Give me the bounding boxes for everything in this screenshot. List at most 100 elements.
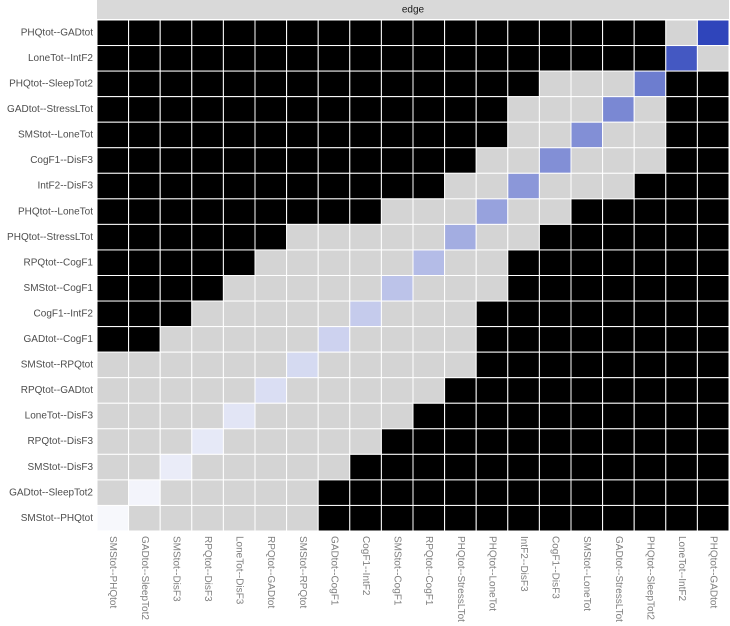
cell: [380, 402, 414, 430]
cell: [128, 275, 161, 302]
cell: [222, 19, 256, 47]
cell: [570, 45, 604, 72]
cell: [444, 198, 477, 225]
cell: [380, 377, 414, 404]
row-label: LoneTot--IntF2: [28, 53, 93, 64]
cell: [475, 223, 509, 251]
cell: [602, 249, 635, 276]
cell: [128, 96, 161, 123]
cell: [475, 300, 509, 328]
cell: [317, 70, 351, 98]
cell: [538, 172, 572, 200]
cell: [475, 453, 509, 481]
cell: [665, 453, 698, 481]
cell: [633, 223, 667, 251]
cell: [222, 275, 256, 302]
cell: [96, 70, 130, 98]
cell: [128, 19, 161, 47]
cell: [317, 402, 351, 430]
strip-label: edge: [402, 5, 425, 16]
cell: [96, 428, 130, 455]
cell: [507, 377, 540, 404]
cell: [96, 402, 130, 430]
cell: [286, 223, 319, 251]
diagonal-cell: [128, 479, 161, 506]
cell: [380, 172, 414, 200]
diagonal-cell: [507, 172, 540, 200]
cell: [222, 351, 256, 379]
cell: [665, 147, 698, 174]
cell: [128, 121, 161, 149]
cell: [507, 504, 540, 532]
cell: [665, 223, 698, 251]
cell: [412, 96, 446, 123]
cell: [696, 121, 730, 149]
row-label: LoneTot--DisF3: [25, 411, 94, 422]
cell: [633, 351, 667, 379]
cell: [222, 300, 256, 328]
cell: [696, 377, 730, 404]
cell: [286, 249, 319, 276]
cell: [96, 172, 130, 200]
cell: [286, 479, 319, 506]
cell: [475, 70, 509, 98]
cell: [159, 96, 193, 123]
cell: [222, 479, 256, 506]
column-label: GADtot--SleepTot2: [139, 536, 150, 620]
cell: [633, 275, 667, 302]
cell: [633, 300, 667, 328]
cell: [602, 172, 635, 200]
diagonal-cell: [380, 275, 414, 302]
cell: [602, 479, 635, 506]
cell: [159, 402, 193, 430]
cell: [317, 479, 351, 506]
cell: [317, 45, 351, 72]
cell: [254, 223, 288, 251]
cell: [349, 326, 382, 353]
cell: [128, 453, 161, 481]
cell: [380, 300, 414, 328]
column-label: GADtot--StressLTot: [613, 536, 624, 622]
cell: [96, 300, 130, 328]
cell: [602, 504, 635, 532]
cell: [191, 326, 224, 353]
cell: [96, 96, 130, 123]
cell: [507, 121, 540, 149]
cell: [222, 96, 256, 123]
cell: [602, 70, 635, 98]
column-label: IntF2--DisF3: [518, 536, 529, 592]
cell: [317, 377, 351, 404]
cell: [665, 249, 698, 276]
cell: [633, 402, 667, 430]
cell: [412, 198, 446, 225]
cell: [475, 377, 509, 404]
cell: [286, 453, 319, 481]
cell: [317, 198, 351, 225]
cell: [159, 70, 193, 98]
row-label: SMStot--RPQtot: [21, 360, 93, 371]
cell: [222, 147, 256, 174]
cell: [286, 198, 319, 225]
row-label: SMStot--PHQtot: [21, 513, 93, 524]
cell: [570, 96, 604, 123]
diagonal-cell: [317, 326, 351, 353]
cell: [665, 402, 698, 430]
cell: [665, 428, 698, 455]
cell: [286, 377, 319, 404]
cell: [128, 326, 161, 353]
cell: [696, 198, 730, 225]
cell: [412, 504, 446, 532]
cell: [159, 351, 193, 379]
cell: [444, 326, 477, 353]
cell: [602, 147, 635, 174]
cell: [444, 300, 477, 328]
cell: [128, 45, 161, 72]
cell: [633, 504, 667, 532]
cell: [507, 147, 540, 174]
cell: [696, 402, 730, 430]
column-label: SMStot--RPQtot: [297, 536, 308, 608]
cell: [633, 19, 667, 47]
cell: [128, 300, 161, 328]
cell: [633, 198, 667, 225]
cell: [128, 249, 161, 276]
